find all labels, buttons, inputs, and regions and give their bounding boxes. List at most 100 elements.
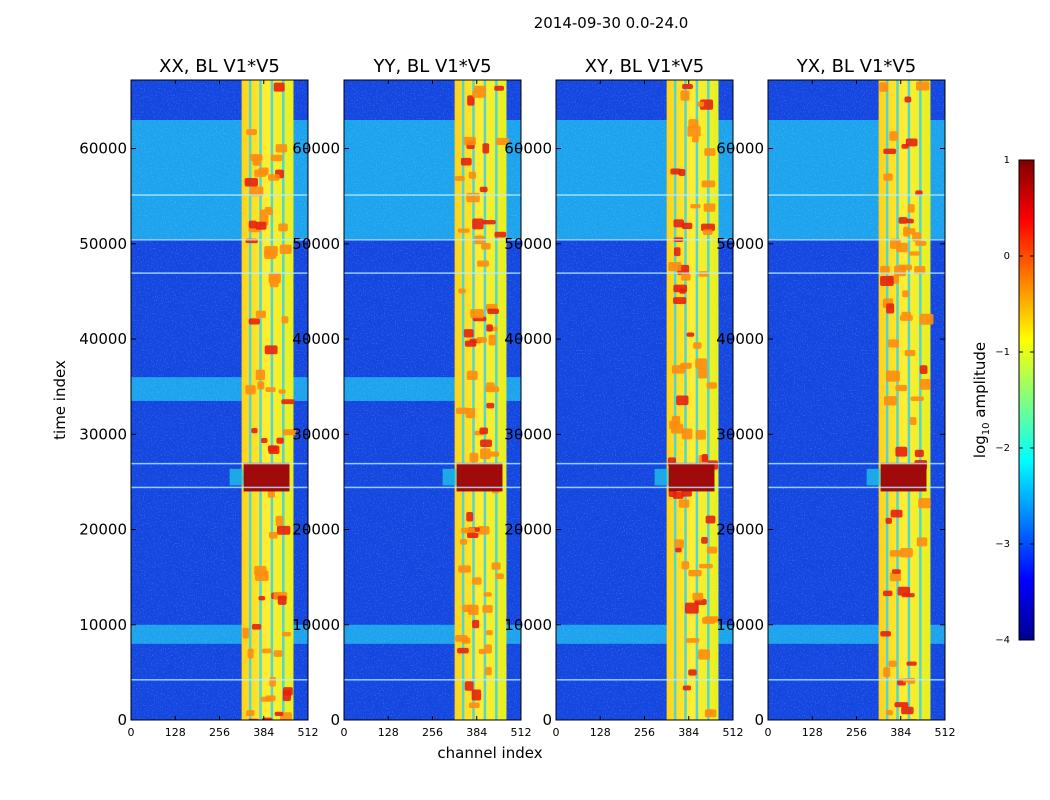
- y-tick-label: 60000: [504, 140, 552, 158]
- rfi-blob: [695, 430, 706, 440]
- rfi-blob: [281, 399, 295, 405]
- rfi-blob: [484, 667, 492, 676]
- rfi-blob: [259, 209, 273, 216]
- rfi-blob: [261, 438, 268, 443]
- rfi-blob: [276, 525, 291, 535]
- rfi-blob: [469, 702, 480, 709]
- rfi-blob: [880, 265, 890, 275]
- rfi-channel-line: [483, 80, 487, 720]
- rfi-blob: [885, 370, 900, 382]
- rfi-blob: [267, 445, 278, 452]
- rfi-blob: [466, 370, 478, 380]
- rfi-blob: [914, 449, 924, 457]
- rfi-blob: [675, 547, 682, 553]
- colorbar-label-main: log: [971, 435, 989, 458]
- rfi-blob: [908, 251, 921, 256]
- x-tick-label: 512: [935, 726, 956, 739]
- rfi-blob: [484, 644, 492, 654]
- rfi-blob: [465, 408, 476, 419]
- flare-halo: [229, 468, 244, 486]
- rfi-blob: [255, 310, 266, 318]
- heatmap-panel: YY, BL V1*V5 0 128 256 384 512 0 10000 20000 3000…: [292, 56, 531, 739]
- time-streak: [768, 194, 945, 196]
- rfi-channel-line: [907, 80, 911, 720]
- x-tick-label: 128: [378, 726, 399, 739]
- rfi-blob: [281, 316, 289, 324]
- colorbar-tick-label: −1: [995, 347, 1010, 358]
- rfi-blob: [459, 539, 468, 545]
- rfi-blob: [282, 631, 292, 637]
- colorbar: 10−1−2−3−4 log10 amplitude: [971, 155, 1035, 646]
- rfi-blob: [687, 125, 701, 137]
- time-streak: [556, 679, 733, 681]
- rfi-blob: [482, 143, 490, 154]
- rfi-blob: [698, 271, 709, 277]
- rfi-blob: [458, 288, 466, 294]
- x-tick-label: 128: [802, 726, 823, 739]
- time-streak: [344, 462, 521, 465]
- time-streak: [131, 679, 308, 681]
- rfi-blob: [264, 250, 277, 260]
- rfi-blob: [279, 244, 292, 255]
- rfi-blob: [468, 171, 476, 179]
- rfi-blob: [477, 526, 490, 535]
- rfi-blob: [695, 358, 708, 369]
- time-streak: [131, 486, 308, 489]
- rfi-blob: [702, 617, 716, 624]
- rfi-blob: [254, 570, 269, 582]
- rfi-blob: [250, 154, 263, 162]
- rfi-blob: [906, 661, 917, 666]
- colorbar-tick-label: −2: [995, 443, 1010, 454]
- rfi-blob: [249, 186, 264, 197]
- colorbar-label-sub: 10: [981, 422, 992, 435]
- rfi-blob: [258, 596, 266, 601]
- rfi-blob: [703, 203, 716, 212]
- rfi-blob: [486, 630, 493, 636]
- rfi-blob: [485, 386, 500, 393]
- rfi-blob: [254, 169, 267, 177]
- rfi-blob: [476, 337, 487, 343]
- rfi-blob: [693, 342, 702, 349]
- rfi-blob: [255, 369, 265, 381]
- rfi-blob: [671, 415, 681, 425]
- rfi-blob: [886, 709, 893, 716]
- rfi-blob: [242, 627, 250, 639]
- rfi-blob: [673, 219, 684, 228]
- heatmap-panel: YX, BL V1*V5 0 128 256 384 512 0 10000 20000 3000…: [716, 56, 955, 739]
- rfi-blob: [464, 681, 474, 691]
- rfi-blob: [919, 365, 928, 374]
- rfi-blob: [466, 532, 479, 539]
- colorbar-tick-label: −3: [995, 539, 1010, 550]
- rfi-blob: [895, 384, 908, 392]
- y-tick-label: 30000: [292, 425, 340, 443]
- rfi-blob: [692, 136, 699, 143]
- y-tick-label: 40000: [79, 330, 127, 348]
- rfi-blob: [673, 284, 688, 293]
- rfi-blob: [682, 685, 692, 691]
- rfi-blob: [494, 85, 505, 91]
- rfi-blob: [479, 427, 488, 435]
- colorbar-tick-label: 0: [1004, 251, 1010, 262]
- rfi-blob: [668, 261, 682, 272]
- rfi-blob: [467, 95, 475, 106]
- rfi-blob: [702, 229, 713, 235]
- rfi-channel-line: [695, 80, 699, 720]
- panel-title: XY, BL V1*V5: [585, 56, 704, 77]
- time-streak: [344, 272, 521, 274]
- rfi-blob: [891, 569, 901, 574]
- y-tick-label: 10000: [79, 616, 127, 634]
- rfi-blob: [461, 527, 475, 534]
- x-tick-label: 256: [634, 726, 655, 739]
- rfi-blob: [704, 148, 716, 156]
- rfi-blob: [486, 402, 495, 409]
- rfi-blob: [268, 174, 280, 181]
- rfi-blob: [265, 387, 276, 392]
- flare-halo: [866, 468, 881, 486]
- rfi-blob: [701, 537, 708, 544]
- rfi-blob: [466, 192, 480, 203]
- heatmap-image: [556, 80, 733, 720]
- y-tick-label: 10000: [716, 616, 764, 634]
- rfi-blob: [248, 718, 259, 720]
- rfi-blob: [880, 276, 894, 287]
- y-tick-label: 60000: [716, 140, 764, 158]
